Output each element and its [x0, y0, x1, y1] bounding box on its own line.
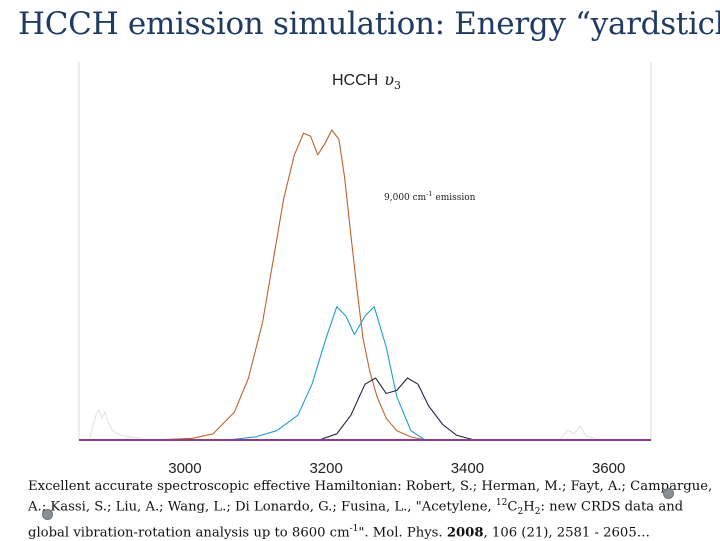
slide-decoration-dot-right — [663, 488, 674, 499]
x-tick-label-1: 3000 — [168, 460, 201, 477]
series-line-2 — [79, 306, 651, 441]
emission-annotation: 9,000 cm-1 emission — [384, 190, 476, 203]
x-tick-label-4: 3600 — [592, 460, 625, 477]
series-line-1 — [79, 129, 651, 441]
chart-title: HCCH υ3 — [332, 70, 401, 92]
slide-decoration-dot-left — [42, 509, 53, 520]
baseline-noise-right — [559, 424, 595, 440]
x-tick-label-2: 3200 — [309, 460, 342, 477]
series-line-3 — [79, 377, 651, 441]
reference-caption: Excellent accurate spectroscopic effecti… — [28, 479, 713, 541]
x-tick-label-3: 3400 — [451, 460, 484, 477]
slide-title: HCCH emission simulation: Energy “yardst… — [18, 6, 720, 42]
baseline-noise — [89, 408, 141, 439]
